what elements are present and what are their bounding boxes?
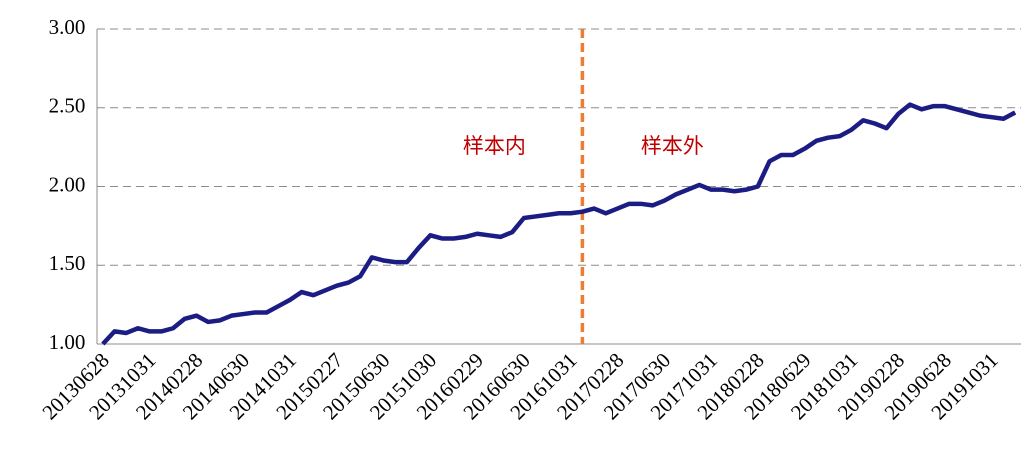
y-tick-label: 2.50 <box>49 94 86 118</box>
y-tick-label: 2.00 <box>49 172 86 196</box>
series-line <box>101 102 1017 346</box>
y-tick-label: 1.00 <box>49 330 86 354</box>
y-tick-label: 1.50 <box>49 251 86 275</box>
y-tick-label: 3.00 <box>49 15 86 39</box>
annotation: 样本外 <box>641 134 704 158</box>
annotation: 样本内 <box>463 134 526 158</box>
